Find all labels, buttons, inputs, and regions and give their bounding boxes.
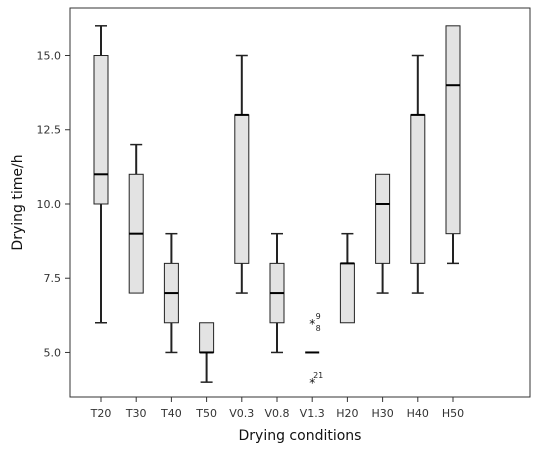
box-body [445, 25, 461, 235]
x-tick-label: T20 [90, 407, 112, 420]
box-h30 [375, 173, 391, 294]
outlier-label: 8 [316, 324, 321, 333]
outliers-layer: *98*21 [309, 312, 323, 390]
x-tick-label: H40 [407, 407, 429, 420]
outlier-label: 9 [316, 312, 321, 321]
x-tick-label: T40 [160, 407, 182, 420]
x-axis-title: Drying conditions [239, 428, 362, 444]
box-body [339, 262, 355, 324]
outlier-marker: * [309, 317, 315, 331]
x-tick-label: H20 [336, 407, 358, 420]
x-tick-label: V1.3 [300, 407, 325, 420]
box-t40 [163, 232, 179, 354]
box-t30 [128, 143, 144, 294]
x-tick-label: T50 [195, 407, 217, 420]
box-body [199, 322, 215, 353]
x-tick-label: H50 [442, 407, 464, 420]
x-tick-label: V0.8 [264, 407, 289, 420]
x-tick-label: H30 [371, 407, 393, 420]
box-body [410, 114, 426, 264]
box-v0-8 [269, 232, 285, 354]
box-h40 [410, 54, 426, 294]
box-t20 [93, 25, 109, 324]
outlier-marker: * [309, 376, 315, 390]
y-tick-label: 10.0 [37, 198, 62, 211]
x-tick-label: T30 [125, 407, 147, 420]
box-h50 [445, 25, 461, 265]
box-body [375, 173, 391, 264]
boxes-layer [93, 25, 461, 383]
box-t50 [199, 322, 215, 383]
box-body [93, 55, 109, 205]
box-v0-3 [234, 54, 250, 294]
outlier-label: 21 [313, 371, 323, 380]
x-tick-label: V0.3 [229, 407, 254, 420]
y-tick-label: 15.0 [37, 50, 62, 63]
box-h20 [339, 232, 355, 324]
y-tick-label: 7.5 [44, 272, 62, 285]
y-tick-label: 5.0 [44, 346, 62, 359]
box-body [234, 114, 250, 264]
y-tick-label: 12.5 [37, 124, 62, 137]
plot-frame [69, 7, 531, 398]
y-axis: 5.0 7.5 10.0 12.5 15.0 [37, 50, 70, 359]
y-axis-title: Drying time/h [10, 154, 26, 250]
x-axis: T20 T30 T40 T50 V0.3 V0.8 V1.3 H20 H30 H40 H50 [90, 397, 464, 420]
